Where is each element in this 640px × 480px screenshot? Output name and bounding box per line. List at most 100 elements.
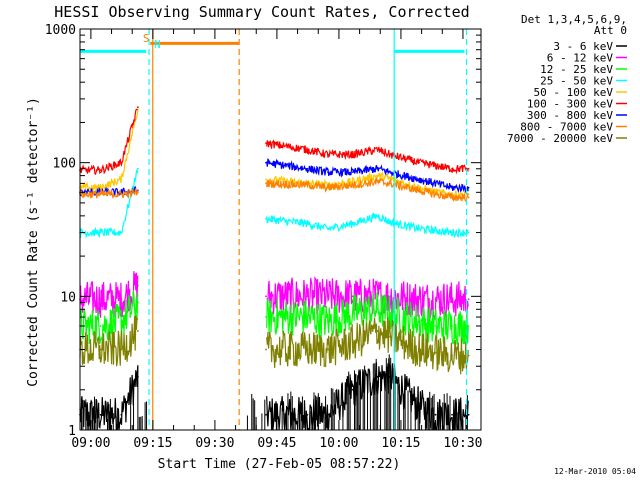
- series-point-300-800-kev: [265, 161, 267, 164]
- series-point-6-12-kev: [434, 298, 437, 301]
- series-point-12-25-kev: [467, 325, 470, 327]
- series-point-100-300-kev: [376, 148, 379, 151]
- series-point-12-25-kev: [265, 316, 267, 318]
- series-point-12-25-kev: [99, 325, 102, 327]
- axes: 1 10 100 1000 09:00 09:15 09:30 09:45 10:00 10:15…: [45, 23, 483, 451]
- series-point-300-800-kev: [306, 167, 309, 170]
- series-point-25-50-kev: [418, 227, 420, 230]
- series-point-300-800-kev: [434, 182, 437, 185]
- y-tick-label: 10: [60, 290, 76, 305]
- series-point-12-25-kev: [389, 312, 391, 314]
- series-point-300-800-kev: [467, 186, 470, 189]
- series-point-12-25-kev: [376, 308, 379, 311]
- series-point-6-12-kev: [120, 298, 123, 301]
- x-tick-label: 09:00: [71, 436, 110, 451]
- series-point-300-800-kev: [351, 171, 354, 174]
- legend-label: 100 - 300 keV: [527, 98, 613, 111]
- series-point-25-50-kev: [265, 217, 267, 220]
- series-point-3-6-kev: [376, 375, 379, 378]
- series-point-3-6-kev: [434, 413, 437, 416]
- series-point-100-300-kev: [306, 148, 309, 151]
- series-line-7000-20000-kev: [79, 315, 469, 375]
- series-point-3-6-kev: [451, 413, 453, 416]
- series-point-800-7000-kev: [376, 180, 379, 183]
- series-point-800-7000-kev: [467, 196, 470, 199]
- series-point-800-7000-kev: [265, 182, 267, 185]
- series-point-12-25-kev: [418, 320, 420, 323]
- legend-label: 50 - 100 keV: [534, 86, 614, 99]
- series-point-25-50-kev: [99, 231, 102, 234]
- series-point-25-50-kev: [306, 222, 309, 225]
- series-point-100-300-kev: [434, 164, 437, 167]
- series-point-800-7000-kev: [418, 189, 420, 192]
- y-tick-label: 1: [68, 424, 76, 439]
- plot-frame: [79, 28, 482, 431]
- series-point-100-300-kev: [467, 167, 470, 170]
- series-point-50-100-kev: [376, 174, 379, 177]
- series-100-300-kev: [79, 106, 470, 176]
- series-point-12-25-kev: [120, 320, 123, 323]
- y-tick-label: 1000: [45, 23, 76, 38]
- series-point-12-25-kev: [136, 301, 139, 304]
- series-point-25-50-kev: [389, 221, 391, 223]
- x-tick-label: 09:45: [257, 436, 296, 451]
- legend-header: Att 0: [594, 24, 627, 37]
- series-point-12-25-kev: [351, 312, 354, 314]
- series-point-300-800-kev: [376, 167, 379, 170]
- series-point-25-50-kev: [376, 214, 379, 217]
- series-line-800-7000-kev: [79, 177, 469, 202]
- series-point-7000-20000-kev: [306, 348, 309, 351]
- legend-label: 800 - 7000 keV: [520, 121, 613, 134]
- series-point-3-6-kev: [306, 413, 309, 416]
- series-point-300-800-kev: [389, 171, 391, 174]
- series-point-800-7000-kev: [351, 184, 354, 186]
- series-point-7000-20000-kev: [120, 348, 123, 351]
- series-line-12-25-kev: [79, 290, 469, 346]
- series-3-6-kev-spikes: [80, 354, 468, 430]
- series-point-800-7000-kev: [389, 182, 391, 185]
- series-point-25-50-kev: [467, 231, 470, 234]
- series-point-7000-20000-kev: [351, 341, 354, 344]
- legend-header: Det 1,3,4,5,6,9,: [521, 13, 627, 26]
- series-25-50-kev: [79, 167, 470, 239]
- series-point-3-6-kev: [99, 413, 102, 416]
- y-axis-label: Corrected Count Rate (s⁻¹ detector⁻¹): [26, 97, 41, 387]
- series-point-25-50-kev: [434, 229, 437, 232]
- x-tick-label: 10:00: [319, 436, 358, 451]
- series-point-25-50-kev: [351, 222, 354, 225]
- series-point-25-50-kev: [120, 231, 123, 234]
- legend-label: 6 - 12 keV: [547, 52, 614, 65]
- marker-s: S: [143, 32, 150, 45]
- series-point-50-100-kev: [389, 177, 391, 180]
- series-point-50-100-kev: [99, 186, 102, 189]
- series-point-7000-20000-kev: [265, 348, 267, 351]
- timestamp: 12-Mar-2010 05:04: [554, 467, 636, 476]
- series-point-12-25-kev: [306, 316, 309, 318]
- x-tick-label: 09:15: [133, 436, 172, 451]
- series-12-25-kev: [79, 290, 470, 346]
- series-point-800-7000-kev: [120, 193, 123, 196]
- series-line-25-50-kev: [79, 168, 469, 239]
- series-point-7000-20000-kev: [418, 348, 420, 351]
- series-point-100-300-kev: [136, 106, 139, 109]
- series-point-25-50-kev: [451, 231, 453, 234]
- series-point-6-12-kev: [136, 284, 139, 287]
- series-point-12-25-kev: [451, 325, 453, 327]
- series-point-100-300-kev: [389, 153, 391, 156]
- series-point-3-6-kev: [351, 388, 354, 391]
- chart-title: HESSI Observing Summary Count Rates, Cor…: [54, 3, 469, 21]
- legend-label: 300 - 800 keV: [527, 109, 613, 122]
- series-point-7000-20000-kev: [467, 354, 470, 357]
- series-point-100-300-kev: [351, 153, 354, 156]
- series-point-7000-20000-kev: [451, 354, 453, 357]
- series-line-100-300-kev: [79, 108, 469, 176]
- series-point-100-300-kev: [99, 169, 102, 171]
- series-point-12-25-kev: [327, 320, 329, 323]
- series-point-800-7000-kev: [434, 193, 437, 196]
- series-point-100-300-kev: [327, 153, 329, 156]
- series-point-7000-20000-kev: [376, 330, 379, 332]
- series-point-6-12-kev: [451, 298, 453, 301]
